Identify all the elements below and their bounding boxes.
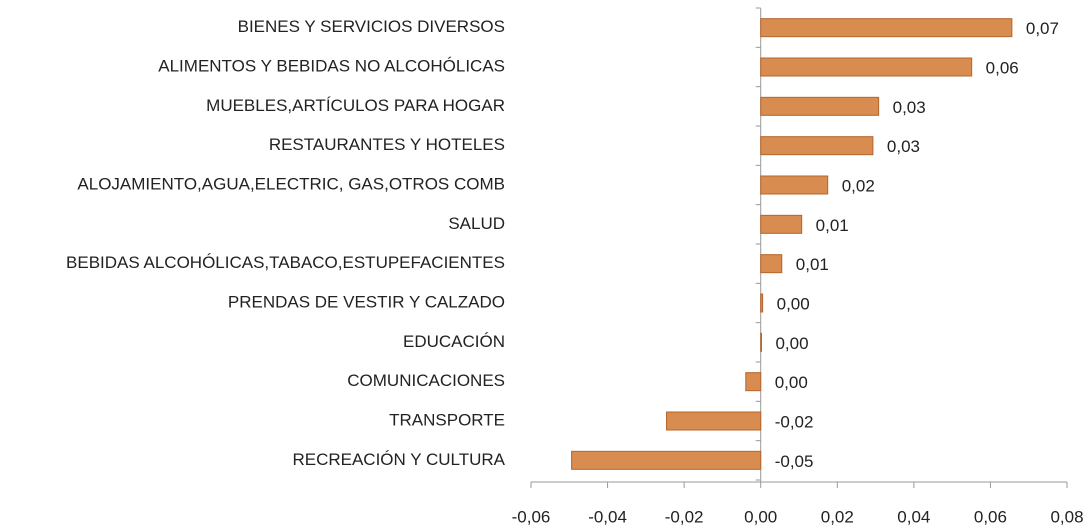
y-tick-label: RECREACIÓN Y CULTURA	[292, 450, 505, 469]
y-tick-label: BIENES Y SERVICIOS DIVERSOS	[238, 17, 505, 36]
bar	[760, 57, 973, 77]
x-tick-label: -0,02	[665, 507, 704, 526]
bar	[760, 175, 829, 195]
data-label: 0,01	[796, 255, 829, 274]
bar	[760, 136, 874, 156]
x-tick-label: 0,08	[1050, 507, 1083, 526]
data-label: 0,07	[1026, 19, 1059, 38]
x-tick-label: 0,06	[974, 507, 1007, 526]
y-tick-label: ALIMENTOS Y BEBIDAS NO ALCOHÓLICAS	[158, 56, 505, 75]
bar	[760, 293, 764, 313]
y-tick-label: ALOJAMIENTO,AGUA,ELECTRIC, GAS,OTROS COM…	[77, 174, 505, 193]
data-label: 0,00	[775, 373, 808, 392]
y-tick-label: SALUD	[448, 214, 505, 233]
y-tick-label: EDUCACIÓN	[403, 332, 505, 351]
data-label: 0,00	[777, 294, 810, 313]
data-label: 0,03	[887, 137, 920, 156]
bar	[760, 96, 880, 116]
data-label: 0,00	[775, 334, 808, 353]
x-tick-label: 0,04	[897, 507, 930, 526]
data-label: -0,05	[775, 452, 814, 471]
bar	[760, 214, 803, 234]
data-label: -0,02	[775, 412, 814, 431]
y-tick-label: PRENDAS DE VESTIR Y CALZADO	[228, 292, 505, 311]
bar	[571, 450, 762, 470]
y-tick-label: COMUNICACIONES	[347, 371, 505, 390]
data-label: 0,02	[842, 176, 875, 195]
y-tick-label: TRANSPORTE	[389, 410, 505, 429]
x-tick-label: -0,06	[512, 507, 551, 526]
x-tick-label: 0,00	[744, 507, 777, 526]
x-tick-label: -0,04	[588, 507, 627, 526]
data-label: 0,01	[816, 216, 849, 235]
x-tick-label: 0,02	[821, 507, 854, 526]
bar	[760, 18, 1013, 38]
data-label: 0,03	[893, 98, 926, 117]
y-tick-label: BEBIDAS ALCOHÓLICAS,TABACO,ESTUPEFACIENT…	[66, 253, 505, 272]
bar	[666, 411, 762, 431]
bar	[760, 254, 783, 274]
bar	[760, 332, 762, 352]
y-tick-label: RESTAURANTES Y HOTELES	[269, 135, 505, 154]
data-label: 0,06	[986, 58, 1019, 77]
bar	[745, 372, 762, 392]
y-tick-label: MUEBLES,ARTÍCULOS PARA HOGAR	[206, 96, 505, 115]
